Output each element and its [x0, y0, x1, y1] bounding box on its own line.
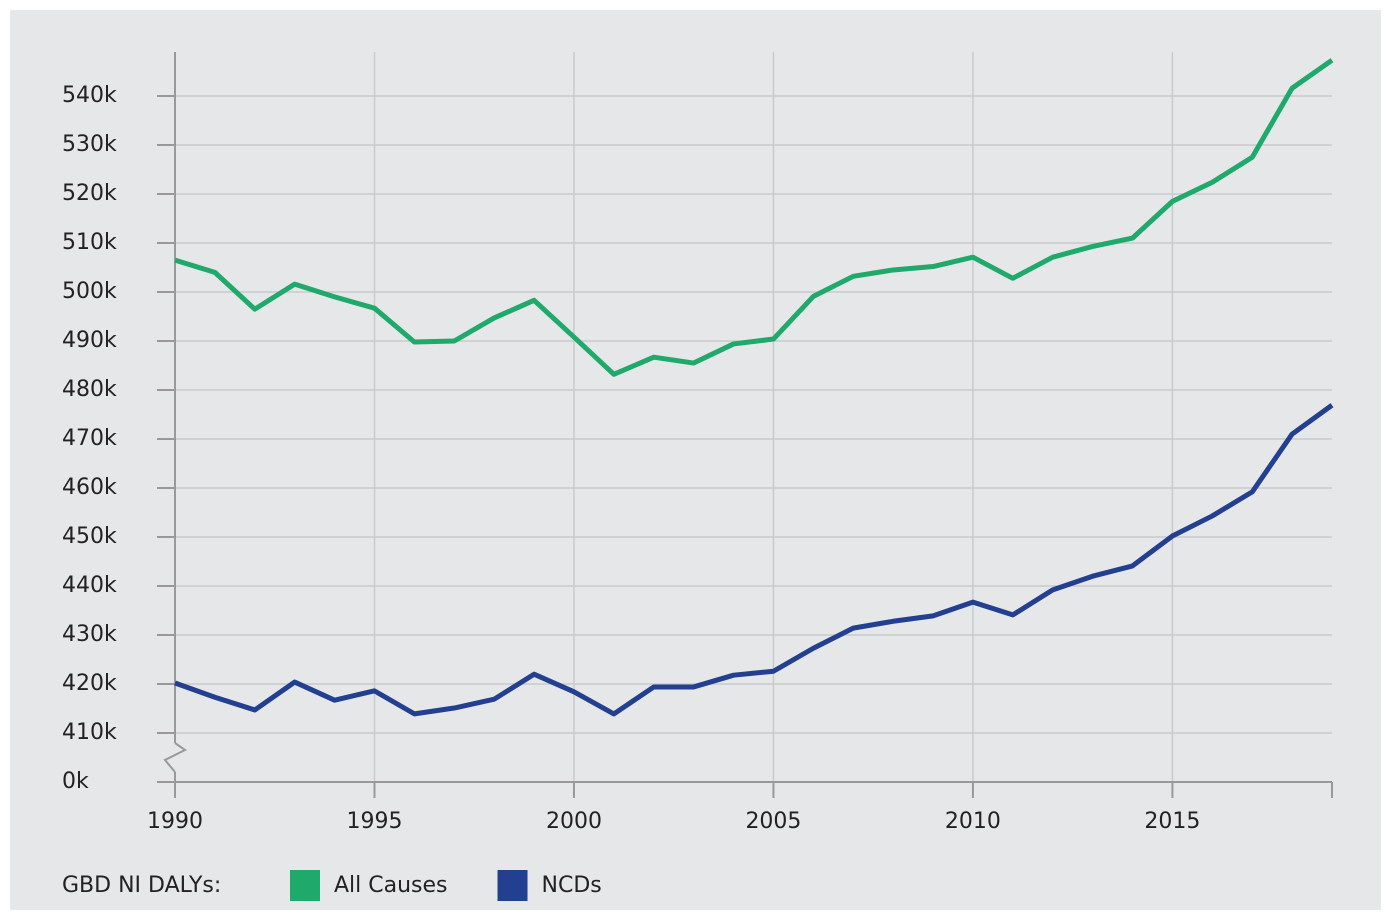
- legend-label: NCDs: [542, 873, 602, 898]
- x-tick-label: 1990: [147, 809, 203, 834]
- line: [174, 58, 1334, 377]
- background: [10, 10, 1381, 910]
- x-tick-label: 2005: [745, 809, 801, 834]
- y-tick-label: 0k: [62, 769, 89, 794]
- y-tick-label: 490k: [62, 328, 117, 353]
- y-tick-label: 410k: [62, 720, 117, 745]
- x-tick-label: 2015: [1144, 809, 1200, 834]
- legend-label: All Causes: [334, 873, 448, 898]
- y-tick-label: 430k: [62, 622, 117, 647]
- y-tick-label: 460k: [62, 475, 117, 500]
- y-tick-label: 500k: [62, 279, 117, 304]
- line: [174, 403, 1334, 717]
- x-tick-label: 2010: [945, 809, 1001, 834]
- legend-title: GBD NI DALYs:: [62, 873, 221, 898]
- y-tick-label: 520k: [62, 181, 117, 206]
- y-tick-label: 470k: [62, 426, 117, 451]
- legend-swatch: [290, 870, 320, 901]
- y-tick-label: 540k: [62, 83, 117, 108]
- legend-swatch: [497, 870, 528, 901]
- x-tick-label: 1995: [346, 809, 402, 834]
- y-tick-label: 530k: [62, 132, 117, 157]
- y-tick-label: 450k: [62, 524, 117, 549]
- y-tick-label: 480k: [62, 377, 117, 402]
- y-tick-label: 420k: [62, 671, 117, 696]
- y-tick-label: 440k: [62, 573, 117, 598]
- axis-break: [163, 742, 187, 773]
- y-tick-label: 510k: [62, 230, 117, 255]
- x-tick-label: 2000: [546, 809, 602, 834]
